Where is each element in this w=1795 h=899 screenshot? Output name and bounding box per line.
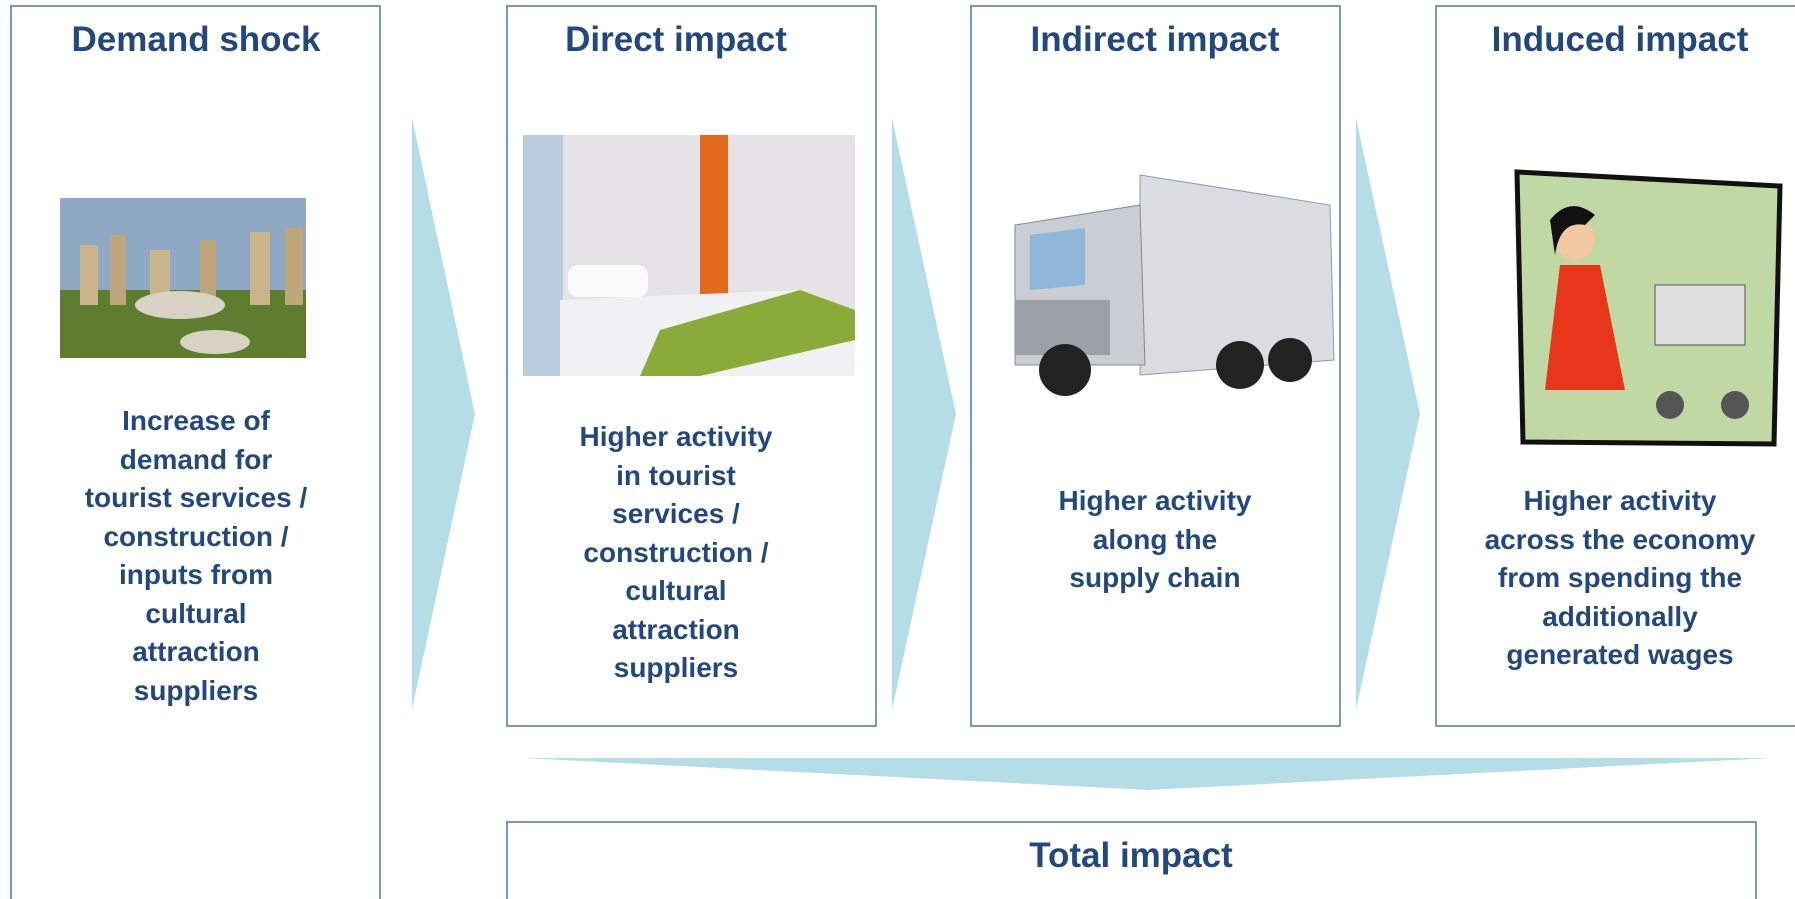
description-line: demand for	[85, 441, 308, 480]
description-line: construction /	[85, 518, 308, 557]
description-line: Higher activity	[580, 418, 773, 457]
description-line: cultural	[85, 595, 308, 634]
arrow	[1356, 118, 1420, 710]
truck-picture	[1015, 175, 1334, 396]
arrow	[523, 758, 1772, 790]
shopper-picture	[1517, 172, 1780, 444]
diagram: Demand shock Increase ofdemand fortourist…	[0, 0, 1795, 899]
description-line: construction /	[580, 534, 773, 573]
description-line: additionally	[1485, 598, 1756, 637]
description-line: inputs from	[85, 556, 308, 595]
description-line: from spending the	[1485, 559, 1756, 598]
description-line: supply chain	[1059, 559, 1252, 598]
box-title: Indirect impact	[1031, 20, 1280, 60]
description-line: Higher activity	[1485, 482, 1756, 521]
description-line: suppliers	[580, 649, 773, 688]
box-title: Direct impact	[565, 20, 787, 60]
description-line: generated wages	[1485, 636, 1756, 675]
description-line: across the economy	[1485, 521, 1756, 560]
description-line: services /	[580, 495, 773, 534]
arrow	[412, 118, 475, 710]
description-line: suppliers	[85, 672, 308, 711]
description-line: attraction	[580, 611, 773, 650]
description-line: tourist services /	[85, 479, 308, 518]
box-title: Induced impact	[1492, 20, 1749, 60]
description-line: in tourist	[580, 457, 773, 496]
total-title: Total impact	[1029, 836, 1233, 876]
description-line: Increase of	[85, 402, 308, 441]
description-line: cultural	[580, 572, 773, 611]
ruins-picture	[60, 198, 306, 358]
description-line: attraction	[85, 633, 308, 672]
arrow	[892, 118, 956, 710]
description-line: along the	[1059, 521, 1252, 560]
box-title: Demand shock	[72, 20, 321, 60]
description-line: Higher activity	[1059, 482, 1252, 521]
hotel-room-picture	[523, 135, 855, 376]
